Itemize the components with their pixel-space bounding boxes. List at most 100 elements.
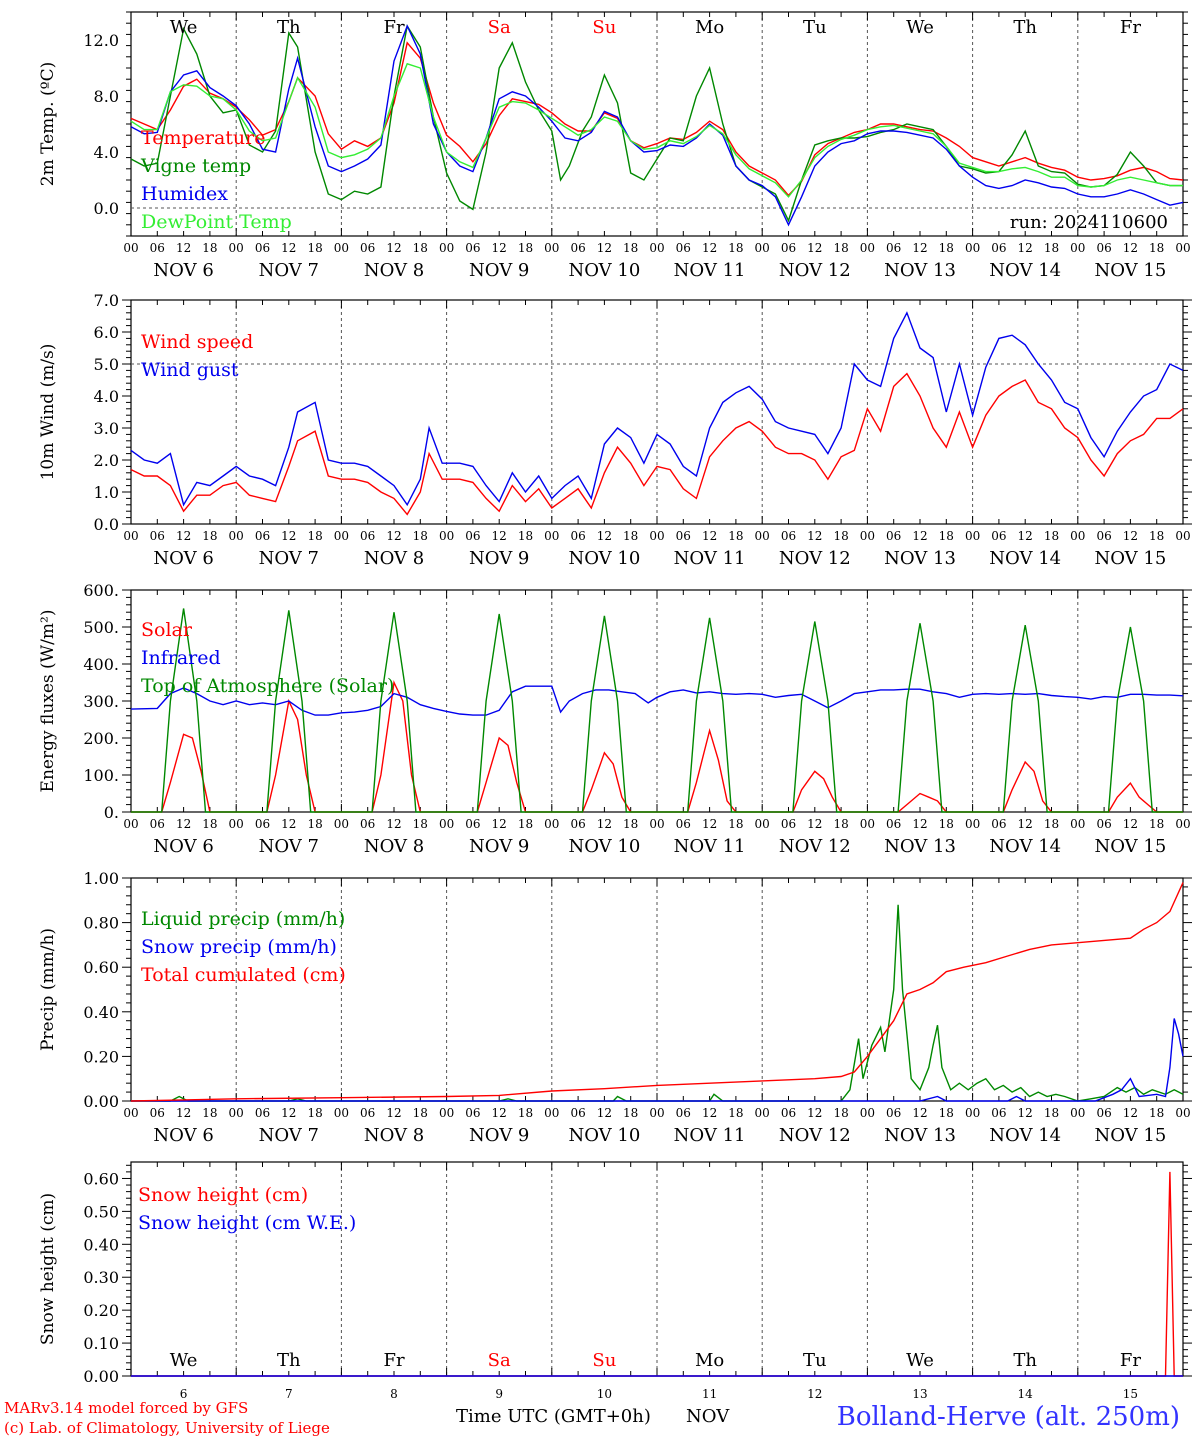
y-tick-label: 0.40 [83, 1003, 119, 1022]
hour-label: 18 [202, 1106, 217, 1120]
hour-label: 00 [755, 241, 770, 255]
legend-entry: Solar [141, 619, 193, 641]
hour-label: 12 [597, 241, 612, 255]
hour-label: 00 [860, 529, 875, 543]
hour-label: 12 [912, 1106, 927, 1120]
hour-label: 12 [597, 817, 612, 831]
date-label: NOV 14 [989, 836, 1061, 857]
date-label: NOV 13 [884, 1125, 956, 1146]
day-name: Fr [1120, 1350, 1141, 1371]
hour-label: 06 [255, 817, 270, 831]
y-axis-label: 2m Temp. (ºC) [38, 62, 58, 187]
y-tick-label: 0.50 [83, 1202, 119, 1221]
hour-label: 06 [1096, 1106, 1111, 1120]
hour-label: 18 [833, 241, 848, 255]
hour-label: 00 [544, 817, 559, 831]
hour-label: 00 [439, 241, 454, 255]
day-number: 8 [390, 1387, 398, 1400]
y-tick-label: 0. [104, 803, 119, 822]
hour-label: 12 [597, 529, 612, 543]
hour-label: 06 [991, 241, 1006, 255]
date-label: NOV 14 [989, 260, 1061, 281]
legend-entry: Wind speed [141, 331, 253, 353]
date-label: NOV 7 [259, 836, 319, 857]
hour-label: 06 [465, 817, 480, 831]
date-label: NOV 6 [153, 836, 213, 857]
hour-label: 00 [544, 241, 559, 255]
plot-frame [130, 11, 1184, 237]
date-label: NOV 8 [364, 1125, 424, 1146]
y-tick-label: 12.0 [83, 31, 119, 50]
y-tick-label: 1.00 [83, 869, 119, 888]
day-name: Tu [803, 1350, 827, 1371]
hour-label: 12 [912, 241, 927, 255]
hour-label: 00 [439, 817, 454, 831]
day-number: 10 [597, 1387, 612, 1400]
hour-label: 18 [413, 1106, 428, 1120]
hour-label: 06 [781, 241, 796, 255]
date-label: NOV 13 [884, 548, 956, 569]
y-tick-label: 300. [83, 692, 119, 711]
hour-label: 12 [1018, 529, 1033, 543]
hour-label: 18 [518, 1106, 533, 1120]
legend-entry: Temperature [141, 127, 265, 149]
date-label: NOV 7 [259, 548, 319, 569]
month-label: NOV [686, 1406, 730, 1427]
day-number: 6 [180, 1387, 188, 1400]
day-name: Th [1013, 17, 1037, 38]
hour-label: 18 [202, 817, 217, 831]
day-number: 13 [912, 1387, 927, 1400]
hour-label: 12 [386, 529, 401, 543]
date-label: NOV 9 [469, 1125, 529, 1146]
day-name: Su [592, 1350, 616, 1371]
hour-label: 00 [1175, 817, 1190, 831]
hour-label: 12 [807, 241, 822, 255]
hour-label: 06 [781, 1106, 796, 1120]
day-name: Su [592, 17, 616, 38]
hour-label: 06 [886, 529, 901, 543]
day-number: 9 [495, 1387, 503, 1400]
panel-3: 0. 100. 200. 300. 400. 500. 600. Energy fluxes … [38, 581, 1192, 857]
hour-label: 06 [255, 241, 270, 255]
hour-label: 12 [702, 817, 717, 831]
hour-label: 12 [281, 1106, 296, 1120]
hour-label: 18 [307, 529, 322, 543]
hour-label: 18 [939, 241, 954, 255]
hour-label: 18 [1149, 529, 1164, 543]
hour-label: 00 [755, 1106, 770, 1120]
series-line [130, 24, 1183, 223]
date-label: NOV 15 [1094, 1125, 1166, 1146]
hour-label: 12 [281, 529, 296, 543]
hour-label: 06 [255, 1106, 270, 1120]
legend-entry: Top of Atmosphere (Solar) [141, 675, 394, 697]
hour-label: 12 [807, 529, 822, 543]
hour-label: 12 [492, 241, 507, 255]
hour-label: 18 [833, 1106, 848, 1120]
hour-label: 00 [965, 817, 980, 831]
hour-label: 12 [807, 1106, 822, 1120]
day-name: Mo [695, 17, 724, 38]
hour-label: 12 [807, 817, 822, 831]
day-name: Th [277, 1350, 301, 1371]
series-line [130, 882, 1184, 1102]
panel-1: 0.0 4.0 8.0 12.0 2m Temp. (ºC) 00 06 12 18 NOV 6 0… [38, 11, 1191, 281]
hour-label: 18 [623, 817, 638, 831]
date-label: NOV 15 [1094, 260, 1166, 281]
day-name: Sa [488, 1350, 511, 1371]
hour-label: 06 [886, 241, 901, 255]
hour-label: 00 [649, 529, 664, 543]
day-name: Tu [803, 17, 827, 38]
hour-label: 18 [939, 529, 954, 543]
date-label: NOV 6 [153, 1125, 213, 1146]
day-name: We [906, 17, 934, 38]
hour-label: 18 [202, 241, 217, 255]
date-label: NOV 13 [884, 260, 956, 281]
hour-label: 12 [702, 529, 717, 543]
hour-label: 12 [176, 529, 191, 543]
legend-entry: Snow height (cm W.E.) [138, 1212, 356, 1234]
hour-label: 00 [1070, 1106, 1085, 1120]
date-label: NOV 8 [364, 260, 424, 281]
hour-label: 06 [781, 817, 796, 831]
hour-label: 00 [649, 1106, 664, 1120]
day-number: 15 [1123, 1387, 1138, 1400]
